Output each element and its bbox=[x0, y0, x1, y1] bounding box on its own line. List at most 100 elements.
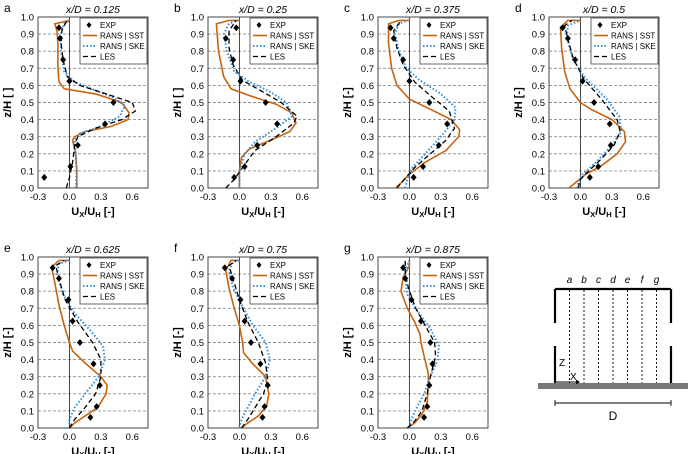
x-tick-label: -0.3 bbox=[200, 192, 216, 203]
y-tick-label: 0.9 bbox=[361, 270, 374, 281]
panel-b: b x/D = 0.25 0.0 0.1 0.2 0.3 0.4 0.5 0.6 0.7 0.8 0.… bbox=[172, 1, 319, 219]
y-tick-label: 0.1 bbox=[21, 406, 34, 417]
y-tick-label: 0.2 bbox=[532, 149, 545, 160]
legend-exp-marker bbox=[597, 22, 603, 28]
x-tick-label: 0.3 bbox=[94, 192, 107, 203]
legend-entry: EXP bbox=[440, 261, 456, 270]
x-axis-label: UX/UH [-] bbox=[71, 206, 115, 219]
exp-point bbox=[49, 264, 56, 272]
exp-point bbox=[254, 141, 261, 149]
x-tick-label: 0.3 bbox=[434, 192, 447, 203]
exp-point bbox=[426, 381, 433, 389]
exp-point bbox=[421, 413, 428, 421]
legend-entry: LES bbox=[100, 53, 115, 62]
y-tick-label: 0.4 bbox=[191, 355, 204, 366]
legend-entry: LES bbox=[270, 293, 285, 302]
chart-title: x/D = 0.25 bbox=[238, 4, 287, 16]
y-tick-label: 0.0 bbox=[191, 424, 204, 435]
legend-entry: EXP bbox=[270, 21, 286, 30]
y-tick-label: 0.6 bbox=[361, 321, 374, 332]
x-axis-label: UX/UH [-] bbox=[411, 446, 455, 454]
y-tick-label: 0.0 bbox=[191, 184, 204, 195]
y-axis-label: z/H [-] bbox=[342, 87, 354, 118]
exp-point bbox=[387, 24, 394, 32]
series-ranssst bbox=[224, 259, 270, 429]
y-tick-label: 0.9 bbox=[191, 270, 204, 281]
exp-point bbox=[237, 296, 244, 304]
y-axis-label: z/H [-] bbox=[172, 327, 184, 358]
y-tick-label: 0.5 bbox=[21, 98, 34, 109]
y-tick-label: 0.0 bbox=[21, 184, 34, 195]
series-ranssst bbox=[53, 19, 130, 188]
exp-point bbox=[444, 120, 451, 128]
series-ranssst bbox=[400, 260, 430, 429]
y-axis-label: z/H [-] bbox=[342, 327, 354, 358]
y-tick-label: 1.0 bbox=[191, 13, 204, 24]
legend-entry: LES bbox=[440, 293, 455, 302]
y-tick-label: 0.7 bbox=[191, 64, 204, 75]
exp-point bbox=[595, 163, 602, 171]
series-ranssst bbox=[50, 259, 108, 429]
measurement-label: a bbox=[567, 275, 573, 286]
exp-point bbox=[572, 56, 579, 64]
x-axis-label: UX/UH [-] bbox=[241, 206, 285, 219]
exp-point bbox=[274, 120, 281, 128]
y-tick-label: 0.6 bbox=[21, 321, 34, 332]
panel-a: a x/D = 0.125 0.0 0.1 0.2 0.3 0.4 0.5 0.6 0.7 0.8 0… bbox=[2, 1, 149, 219]
x-tick-label: 0.6 bbox=[126, 432, 139, 443]
exp-point bbox=[426, 99, 433, 106]
exp-point bbox=[564, 34, 571, 42]
exp-point bbox=[60, 56, 67, 64]
y-tick-label: 0.2 bbox=[191, 389, 204, 400]
panel-d: d x/D = 0.5 0.0 0.1 0.2 0.3 0.4 0.5 0.6 0.7 0.8 0.9… bbox=[513, 1, 660, 219]
exp-point bbox=[76, 339, 83, 346]
y-tick-label: 0.4 bbox=[361, 115, 374, 126]
y-tick-label: 0.2 bbox=[361, 149, 374, 160]
y-tick-label: 0.4 bbox=[21, 355, 34, 366]
y-tick-label: 0.2 bbox=[361, 389, 374, 400]
y-tick-label: 0.1 bbox=[532, 166, 545, 177]
x-tick-label: -0.3 bbox=[30, 192, 46, 203]
exp-point bbox=[559, 24, 566, 32]
x-tick-label: 0.3 bbox=[434, 432, 447, 443]
z-axis-symbol: Z bbox=[559, 358, 565, 369]
exp-point bbox=[424, 403, 431, 411]
x-axis-label: UX/UH [-] bbox=[71, 446, 115, 454]
x-tick-label: 0.6 bbox=[466, 192, 479, 203]
y-tick-label: 0.4 bbox=[21, 115, 34, 126]
y-tick-label: 0.1 bbox=[191, 406, 204, 417]
exp-point bbox=[427, 339, 434, 346]
panel-label: e bbox=[4, 241, 11, 255]
y-tick-label: 0.5 bbox=[361, 338, 374, 349]
y-tick-label: 0.2 bbox=[191, 149, 204, 160]
x-tick-label: 0.6 bbox=[637, 192, 650, 203]
y-tick-label: 0.1 bbox=[361, 166, 374, 177]
chart-title: x/D = 0.875 bbox=[405, 244, 460, 256]
series-les bbox=[60, 20, 137, 189]
x-tick-label: 0.0 bbox=[63, 192, 76, 203]
measurement-label: b bbox=[581, 275, 587, 286]
legend-exp-marker bbox=[426, 22, 432, 28]
exp-point bbox=[261, 403, 268, 411]
legend-box bbox=[419, 257, 488, 305]
legend-entry: RANS | SST bbox=[100, 272, 144, 281]
plot-frame bbox=[37, 16, 149, 189]
panel-label: g bbox=[344, 241, 351, 255]
panel-label: c bbox=[344, 1, 350, 15]
y-tick-label: 1.0 bbox=[191, 253, 204, 264]
legend-entry: LES bbox=[100, 293, 115, 302]
x-tick-label: 0.6 bbox=[126, 192, 139, 203]
measurement-label: d bbox=[610, 275, 616, 286]
exp-point bbox=[579, 77, 586, 85]
y-tick-label: 0.9 bbox=[361, 30, 374, 41]
y-tick-label: 0.0 bbox=[361, 424, 374, 435]
exp-point bbox=[406, 77, 413, 85]
panel-e: e x/D = 0.625 0.0 0.1 0.2 0.3 0.4 0.5 0.6 0.7 0.8 0… bbox=[2, 241, 149, 454]
chart-title: x/D = 0.75 bbox=[238, 244, 287, 256]
exp-point bbox=[231, 173, 238, 181]
series-les bbox=[225, 20, 298, 189]
